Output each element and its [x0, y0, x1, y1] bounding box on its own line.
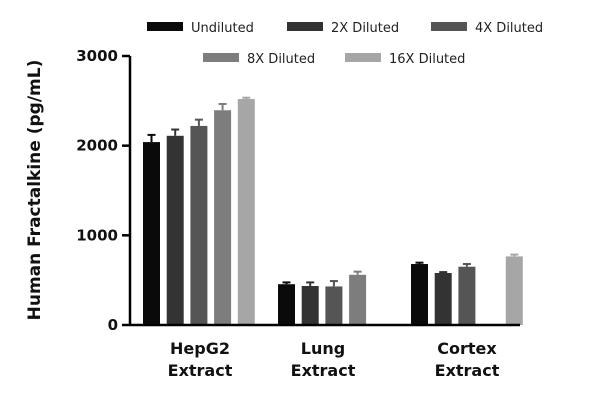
x-category-label: Lung [301, 339, 345, 358]
x-category-label: Extract [291, 361, 356, 380]
bar [190, 125, 208, 325]
legend-label: 4X Diluted [475, 21, 543, 36]
bar [214, 110, 232, 325]
bar [505, 256, 523, 325]
y-axis-label: Human Fractalkine (pg/mL) [25, 60, 45, 321]
x-category-label: Extract [435, 361, 500, 380]
x-category-label: Cortex [437, 339, 497, 358]
x-category-label: Extract [168, 361, 233, 380]
bar [434, 272, 452, 325]
bar [166, 135, 184, 325]
legend-swatch [431, 22, 467, 31]
legend: Undiluted 2X Diluted 4X Diluted 8X Diluted 1… [147, 21, 543, 67]
bar [237, 99, 255, 325]
bars-group [143, 96, 523, 325]
legend-swatch [287, 22, 323, 31]
bar [301, 285, 319, 325]
legend-label: 2X Diluted [331, 21, 399, 36]
y-axis: 0 1000 2000 3000 [76, 47, 132, 334]
bar [278, 284, 295, 325]
legend-swatch [147, 22, 183, 31]
bar [349, 274, 367, 325]
x-category-label: HepG2 [170, 339, 230, 358]
y-tick-label: 1000 [76, 226, 118, 244]
y-tick-label: 0 [108, 316, 118, 334]
x-axis: HepG2 Extract Lung Extract Cortex Extract [130, 323, 520, 380]
bar [325, 286, 343, 325]
y-tick-label: 2000 [76, 137, 118, 155]
bar [411, 264, 428, 325]
y-tick-label: 3000 [76, 47, 118, 65]
bar [143, 142, 160, 325]
bar [458, 266, 476, 325]
legend-swatch [345, 53, 381, 62]
legend-label: Undiluted [191, 21, 254, 36]
legend-label: 8X Diluted [247, 52, 315, 67]
legend-swatch [203, 53, 239, 62]
legend-label: 16X Diluted [389, 52, 465, 67]
